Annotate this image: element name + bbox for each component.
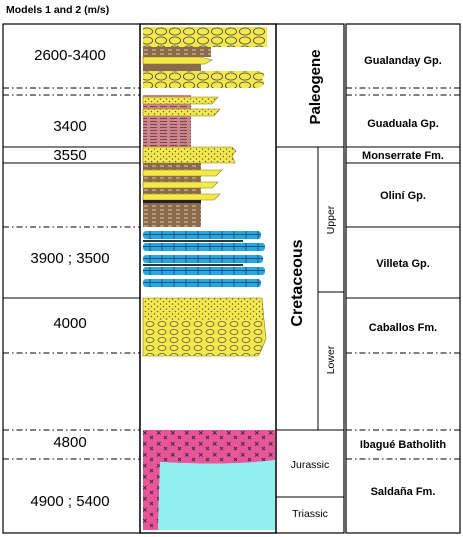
- formation-saldana: Saldaña Fm.: [371, 486, 436, 498]
- velocity-label-gualanday: 2600-3400: [34, 47, 106, 64]
- age-labels: Paleogene Cretaceous Upper Lower Jurassi…: [289, 49, 337, 520]
- formation-ibague-batholith: Ibagué Batholith: [360, 439, 446, 451]
- formation-olini: Oliní Gp.: [380, 190, 426, 202]
- page-title: Models 1 and 2 (m/s): [6, 4, 110, 16]
- formation-dividers: [346, 87, 460, 460]
- formation-labels: Gualanday Gp. Guaduala Gp. Monserrate Fm…: [360, 55, 446, 498]
- velocity-label-caballos: 4000: [53, 315, 86, 332]
- epoch-lower: Lower: [325, 345, 337, 374]
- litho-guaduala: [142, 95, 221, 147]
- formation-gualanday: Gualanday Gp.: [364, 55, 442, 67]
- velocity-label-monserrate: 3550: [53, 147, 86, 164]
- period-cretaceous: Cretaceous: [289, 239, 306, 326]
- epoch-upper: Upper: [325, 205, 337, 234]
- litho-basement: [143, 430, 275, 530]
- litho-olini: [142, 163, 223, 227]
- velocity-label-batholith: 4800: [53, 434, 86, 451]
- velocity-labels: 2600-3400 3400 3550 3900 ; 3500 4000 480…: [30, 47, 109, 510]
- litho-gualanday: [142, 27, 267, 88]
- period-jurassic: Jurassic: [291, 459, 330, 471]
- formation-monserrate: Monserrate Fm.: [362, 150, 444, 162]
- lithology-column: [142, 27, 275, 530]
- litho-monserrate: [142, 146, 237, 164]
- period-paleogene: Paleogene: [307, 49, 324, 124]
- age-panel-lines: [276, 146, 344, 498]
- age-panel-frame: [275, 23, 345, 534]
- velocity-label-olini-villeta: 3900 ; 3500: [30, 250, 109, 267]
- velocity-label-guaduala: 3400: [53, 118, 86, 135]
- formation-caballos: Caballos Fm.: [369, 322, 437, 334]
- litho-villeta: [143, 231, 265, 287]
- period-triassic: Triassic: [292, 508, 328, 520]
- velocity-label-saldana: 4900 ; 5400: [30, 493, 109, 510]
- formation-panel-frame: [345, 23, 461, 534]
- formation-guaduala: Guaduala Gp.: [367, 118, 439, 130]
- velocity-panel-frame: [2, 23, 141, 534]
- formation-villeta: Villeta Gp.: [376, 258, 430, 270]
- velocity-dividers: [3, 87, 140, 460]
- litho-caballos: [142, 297, 267, 357]
